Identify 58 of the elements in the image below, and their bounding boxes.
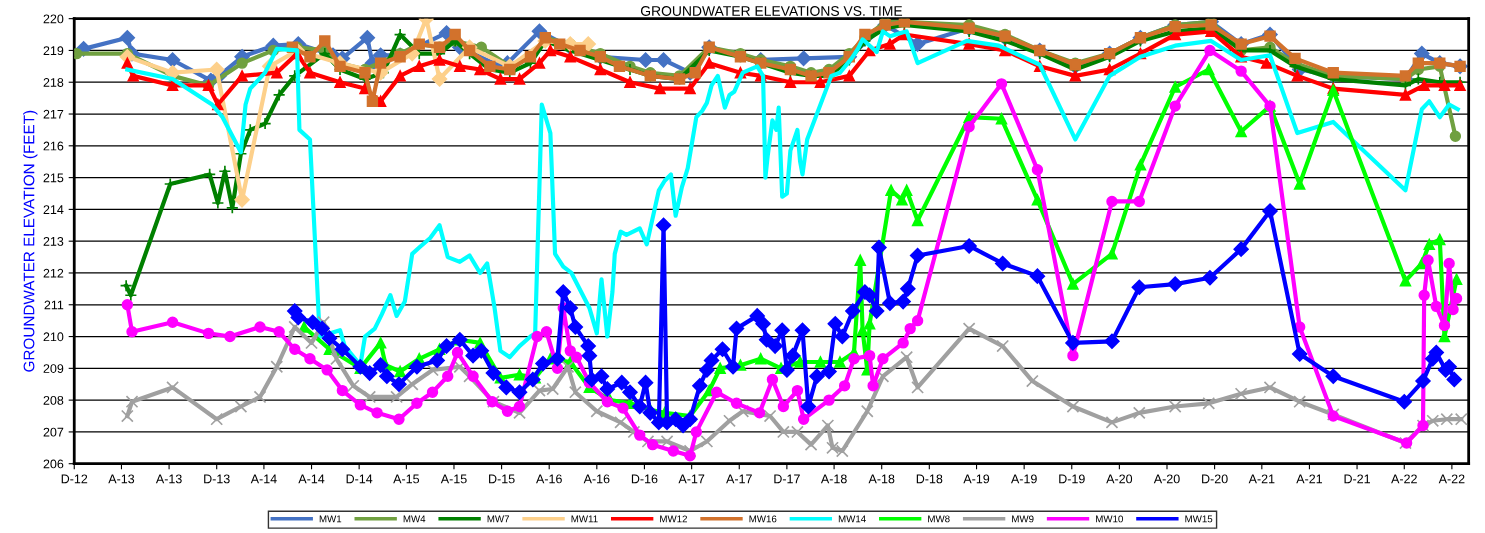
x-tick-label: A-21 [1248,474,1275,484]
x-tick-label: A-18 [820,474,847,484]
x-tick-label: D-12 [61,474,88,484]
x-tick-label: A-15 [393,474,420,484]
y-tick-label: 215 [43,173,64,183]
legend-label: MW9 [1012,515,1034,523]
y-tick-label: 209 [43,364,64,373]
legend-label: MW10 [1096,515,1123,523]
y-tick-label: 207 [43,427,64,437]
x-tick-label: A-13 [155,474,182,484]
x-tick-label: D-16 [631,474,658,484]
x-tick-label: A-16 [583,474,610,484]
x-tick-label: D-21 [1344,474,1370,484]
y-tick-label: 213 [43,236,64,246]
x-tick-label: A-16 [536,474,562,484]
legend-label: MW4 [403,515,426,523]
x-tick-label: A-20 [1106,474,1133,484]
y-tick-label: 212 [43,268,64,278]
x-tick-label: A-14 [298,474,325,484]
x-tick-label: A-20 [1153,474,1180,484]
x-tick-label: D-15 [489,474,515,484]
y-tick-label: 211 [44,300,64,310]
x-tick-label: A-21 [1296,474,1323,484]
x-tick-label: A-14 [250,474,277,484]
y-tick-label: 206 [43,459,64,469]
legend-label: MW16 [749,515,777,523]
y-tick-label: 217 [43,109,64,119]
legend-label: MW14 [838,515,866,523]
x-tick-label: D-18 [916,474,943,484]
x-tick-label: A-17 [726,474,752,484]
y-tick-label: 219 [43,46,64,56]
y-tick-label: 220 [43,14,64,24]
y-axis-title: GROUNDWATER ELEVATION (FEET) [23,110,38,372]
legend-label: MW12 [660,515,687,523]
x-tick-label: A-17 [678,474,705,484]
y-tick-label: 210 [43,332,64,342]
x-tick-label: A-22 [1438,474,1465,484]
y-tick-label: 218 [43,78,64,87]
x-tick-label: A-19 [1010,474,1037,484]
legend-label: MW7 [487,515,510,523]
legend-label: MW1 [319,515,342,523]
x-tick-label: D-14 [346,474,373,484]
x-tick-label: D-20 [1202,474,1228,484]
x-tick-label: D-19 [1059,474,1085,484]
x-tick-label: A-15 [440,474,467,484]
x-tick-label: D-13 [204,474,230,484]
x-tick-label: A-22 [1391,474,1417,484]
x-tick-label: A-18 [868,474,895,484]
y-tick-label: 208 [43,395,64,405]
legend-label: MW11 [571,515,598,523]
x-tick-label: A-13 [108,474,135,484]
legend-label: MW8 [928,515,950,523]
x-tick-label: A-19 [963,474,990,484]
y-tick-label: 216 [43,141,64,151]
chart-title: GROUNDWATER ELEVATIONS VS. TIME [640,6,903,16]
legend-label: MW15 [1185,515,1213,523]
y-tick-label: 214 [43,205,64,214]
x-tick-label: D-17 [774,474,800,484]
